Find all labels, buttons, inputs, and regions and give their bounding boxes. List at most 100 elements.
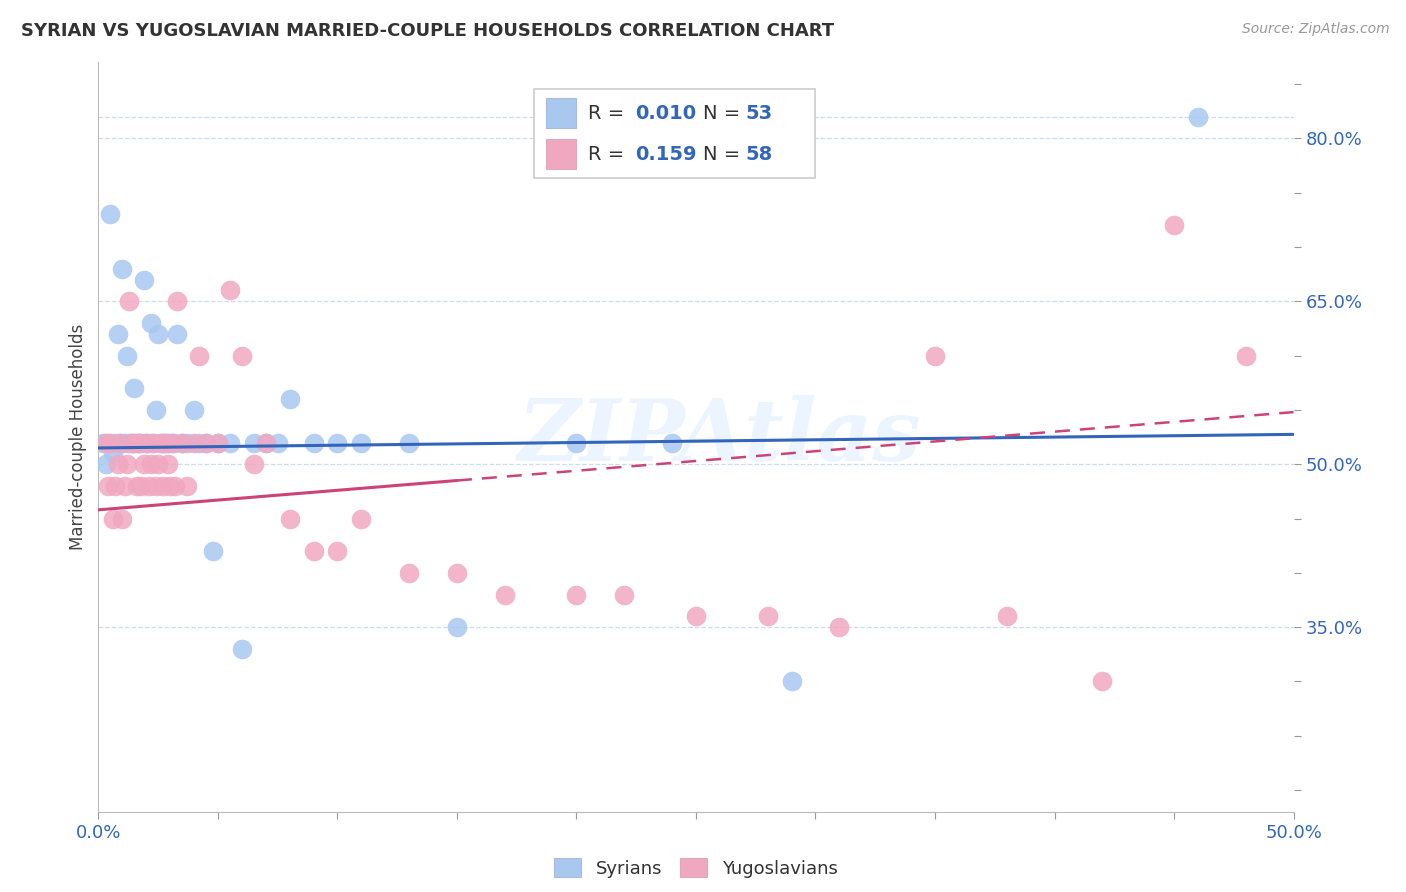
- Point: [155, 435, 177, 450]
- Point: [1163, 219, 1185, 233]
- Point: [145, 403, 167, 417]
- Point: [267, 435, 290, 450]
- Point: [159, 479, 181, 493]
- Text: Source: ZipAtlas.com: Source: ZipAtlas.com: [1241, 22, 1389, 37]
- Point: [243, 457, 266, 471]
- Point: [156, 435, 179, 450]
- Point: [101, 446, 124, 460]
- Point: [254, 435, 277, 450]
- Legend: Syrians, Yugoslavians: Syrians, Yugoslavians: [554, 858, 838, 878]
- Point: [202, 544, 225, 558]
- Text: ZIPAtlas: ZIPAtlas: [517, 395, 922, 479]
- Point: [121, 435, 143, 450]
- Point: [125, 435, 148, 450]
- Point: [142, 435, 165, 450]
- Point: [104, 479, 127, 493]
- Point: [176, 479, 198, 493]
- Point: [114, 479, 136, 493]
- Point: [121, 435, 143, 450]
- Point: [187, 349, 209, 363]
- Point: [278, 392, 301, 406]
- Point: [231, 641, 253, 656]
- Point: [924, 349, 946, 363]
- Point: [565, 435, 588, 450]
- Point: [172, 435, 194, 450]
- Text: 0.010: 0.010: [636, 103, 696, 123]
- Point: [97, 479, 120, 493]
- Point: [326, 544, 349, 558]
- Point: [132, 272, 155, 286]
- Point: [132, 457, 155, 471]
- Point: [111, 511, 134, 525]
- Point: [145, 479, 167, 493]
- Point: [159, 435, 181, 450]
- Point: [124, 435, 146, 450]
- Point: [828, 620, 851, 634]
- Point: [149, 435, 172, 450]
- Point: [162, 435, 184, 450]
- Point: [152, 435, 174, 450]
- Point: [207, 435, 229, 450]
- Text: SYRIAN VS YUGOSLAVIAN MARRIED-COUPLE HOUSEHOLDS CORRELATION CHART: SYRIAN VS YUGOSLAVIAN MARRIED-COUPLE HOU…: [21, 22, 834, 40]
- Point: [162, 435, 184, 450]
- Point: [163, 479, 186, 493]
- Point: [254, 435, 277, 450]
- Point: [446, 566, 468, 580]
- Point: [613, 588, 636, 602]
- Point: [107, 457, 129, 471]
- Point: [148, 457, 170, 471]
- Point: [195, 435, 218, 450]
- Text: 58: 58: [745, 145, 772, 164]
- FancyBboxPatch shape: [546, 139, 576, 169]
- Y-axis label: Married-couple Households: Married-couple Households: [69, 324, 87, 550]
- Point: [166, 294, 188, 309]
- Point: [350, 511, 373, 525]
- Point: [128, 435, 150, 450]
- Point: [661, 435, 683, 450]
- Point: [1187, 110, 1209, 124]
- Text: 53: 53: [745, 103, 772, 123]
- Point: [172, 435, 194, 450]
- Point: [995, 609, 1018, 624]
- Point: [302, 435, 325, 450]
- Point: [139, 457, 162, 471]
- Point: [1091, 674, 1114, 689]
- Point: [1234, 349, 1257, 363]
- Point: [243, 435, 266, 450]
- FancyBboxPatch shape: [534, 89, 815, 178]
- Point: [131, 479, 153, 493]
- Point: [98, 207, 122, 221]
- Point: [187, 435, 209, 450]
- Point: [166, 326, 188, 341]
- Point: [108, 435, 131, 450]
- Point: [118, 294, 141, 309]
- Point: [108, 435, 131, 450]
- Point: [125, 479, 148, 493]
- Point: [107, 326, 129, 341]
- Point: [278, 511, 301, 525]
- Point: [128, 435, 150, 450]
- Point: [176, 435, 198, 450]
- Point: [124, 381, 146, 395]
- Point: [350, 435, 373, 450]
- Point: [302, 544, 325, 558]
- Point: [91, 435, 114, 450]
- Point: [148, 326, 170, 341]
- Point: [219, 284, 242, 298]
- Text: N =: N =: [703, 145, 747, 164]
- Point: [94, 457, 117, 471]
- Point: [98, 435, 122, 450]
- Text: 0.159: 0.159: [636, 145, 697, 164]
- Point: [780, 674, 803, 689]
- Point: [111, 261, 134, 276]
- Point: [398, 435, 420, 450]
- Point: [118, 435, 141, 450]
- Point: [494, 588, 516, 602]
- Point: [155, 435, 177, 450]
- Point: [142, 435, 165, 450]
- Point: [131, 435, 153, 450]
- Point: [149, 435, 172, 450]
- Point: [446, 620, 468, 634]
- Text: N =: N =: [703, 103, 747, 123]
- FancyBboxPatch shape: [546, 98, 576, 128]
